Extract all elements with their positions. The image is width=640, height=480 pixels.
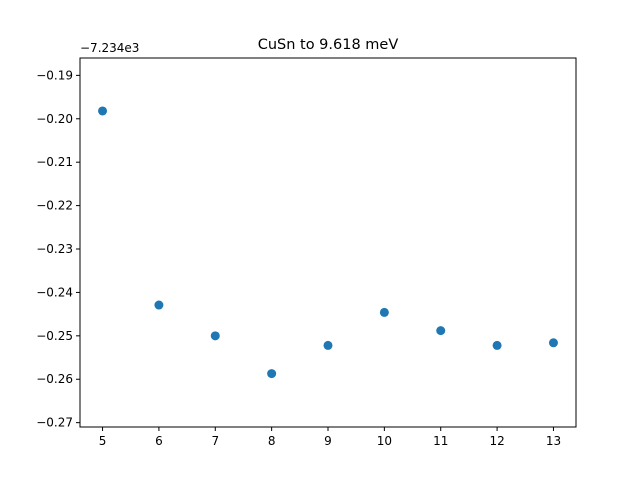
x-tick-label: 7 (211, 434, 219, 448)
x-tick-label: 6 (155, 434, 163, 448)
data-point (154, 300, 164, 310)
x-tick-label: 5 (99, 434, 107, 448)
plot-frame (79, 57, 577, 428)
x-tick-label: 12 (489, 434, 504, 448)
data-point (436, 326, 446, 336)
chart-title: CuSn to 9.618 meV (258, 37, 399, 53)
y-tick-label: −0.22 (36, 199, 73, 213)
y-tick-label: −0.24 (36, 285, 73, 299)
data-point (492, 340, 502, 350)
data-points (98, 106, 558, 379)
x-axis: 5 6 7 8 9 10 11 12 13 (99, 427, 561, 448)
y-tick-label: −0.27 (36, 416, 73, 430)
x-tick-label: 11 (433, 434, 448, 448)
y-tick-label: −0.23 (36, 242, 73, 256)
data-point (323, 340, 333, 350)
data-point (267, 369, 277, 379)
y-tick-label: −0.25 (36, 329, 73, 343)
data-point (210, 331, 220, 341)
y-tick-label: −0.21 (36, 155, 73, 169)
x-tick-label: 8 (268, 434, 276, 448)
x-tick-label: 9 (324, 434, 332, 448)
y-tick-label: −0.26 (36, 372, 73, 386)
x-tick-label: 10 (377, 434, 392, 448)
y-offset-label: −7.234e3 (80, 41, 139, 55)
y-tick-label: −0.19 (36, 68, 73, 82)
data-point (379, 307, 389, 317)
data-point (548, 338, 558, 348)
y-tick-label: −0.20 (36, 112, 73, 126)
data-point (98, 106, 108, 116)
x-tick-label: 13 (546, 434, 561, 448)
y-axis: −0.27 −0.26 −0.25 −0.24 −0.23 −0.22 −0.21 −0.20… (36, 68, 80, 430)
